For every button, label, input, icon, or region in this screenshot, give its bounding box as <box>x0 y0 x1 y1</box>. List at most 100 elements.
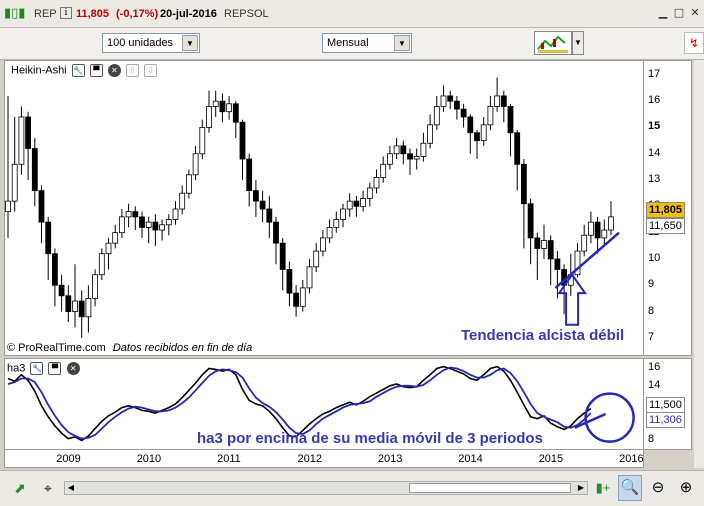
candle-up <box>159 224 166 231</box>
candle-down <box>25 116 32 149</box>
side-tool-icon[interactable]: ↯ <box>684 32 704 54</box>
move-down-icon: ⇩ <box>143 64 157 77</box>
period-select[interactable]: Mensual ▼ <box>322 33 412 53</box>
candle-up <box>601 229 608 239</box>
candle-down <box>279 242 286 270</box>
candle-up <box>5 200 11 213</box>
minimize-icon[interactable]: ▁ <box>658 6 668 19</box>
indicator-tick-label: 8 <box>648 433 655 446</box>
chart-add-icon[interactable]: ⬈ <box>14 480 26 496</box>
time-x-axis[interactable]: 2009 2010 2011 2012 2013 2014 2015 2016 <box>4 450 644 468</box>
symbol-label: REP <box>34 8 57 20</box>
scroll-left-arrow[interactable]: ◀ <box>67 483 75 492</box>
close-panel-icon[interactable]: ✕ <box>107 64 121 77</box>
candle-down <box>500 95 507 107</box>
heikin-ashi-chart <box>5 77 620 338</box>
candle-down <box>514 132 521 165</box>
zoom-out-icon[interactable]: ⊖ <box>651 479 665 496</box>
candle-up <box>366 187 373 199</box>
candle-down <box>45 221 52 255</box>
indicator-panel[interactable]: ha3 🔧 ▀ ✕ ha3 por encima de su media móv… <box>4 358 644 450</box>
candle-up <box>393 145 400 155</box>
last-price-box: 11,805 <box>646 202 686 219</box>
candle-down <box>252 190 259 202</box>
wrench-icon[interactable]: 🔧 <box>30 362 44 375</box>
title-bar: ▮▯▮ REP i 11,805 (-0,17%) 20-jul-2016 RE… <box>0 0 704 28</box>
candle-up <box>420 142 427 157</box>
candle-up <box>92 274 98 299</box>
window-icon[interactable]: ▀ <box>89 64 103 77</box>
close-panel-icon[interactable]: ✕ <box>66 362 80 375</box>
price-panel[interactable]: Heikin-Ashi 🔧 ▀ ✕ ⇧ ⇩ © ProRealTime.com … <box>4 60 644 356</box>
pointer-icon[interactable]: ⌖ <box>44 480 52 496</box>
candle-down <box>52 253 58 286</box>
candle-up <box>433 106 440 126</box>
candle-up <box>588 221 594 236</box>
close-icon[interactable]: ✕ <box>690 6 700 19</box>
chart-type-button[interactable] <box>534 31 572 55</box>
price-tick-label: 16 <box>648 94 661 107</box>
price-tick-label: 7 <box>648 330 655 343</box>
price-panel-header: Heikin-Ashi 🔧 ▀ ✕ ⇧ ⇩ <box>11 64 157 80</box>
candle-down <box>534 237 541 249</box>
candle-down <box>407 153 413 160</box>
indicator-tick-label: 14 <box>648 378 661 391</box>
chart-type-dropdown[interactable]: ▼ <box>572 31 584 55</box>
candle-up <box>226 103 233 113</box>
candle-up <box>105 242 112 255</box>
candle-up <box>313 250 320 268</box>
info-icon[interactable]: i <box>60 7 72 19</box>
candle-up <box>179 192 186 210</box>
candle-up <box>581 234 588 252</box>
zoom-in-icon[interactable]: ⊕ <box>679 479 693 496</box>
candle-down <box>527 203 534 239</box>
chevron-down-icon[interactable]: ▼ <box>394 35 410 51</box>
candle-down <box>139 216 145 228</box>
price-tick-label: 17 <box>648 67 661 80</box>
zoom-auto-icon[interactable]: 🔍 <box>618 475 642 501</box>
maximize-icon[interactable]: □ <box>673 6 685 19</box>
window-icon[interactable]: ▀ <box>48 362 62 375</box>
units-select-value: 100 unidades <box>107 37 174 49</box>
candle-down <box>594 221 601 239</box>
candle-down <box>38 190 45 223</box>
candle-up <box>608 216 614 231</box>
candle-down <box>460 108 467 118</box>
indicator-tick-label: 16 <box>648 360 661 373</box>
candle-up <box>185 174 192 194</box>
candle-up <box>206 106 212 128</box>
scroll-thumb[interactable] <box>409 483 571 493</box>
indicator-panel-title: ha3 <box>7 362 26 375</box>
trend-annotation: Tendencia alcista débil <box>461 327 625 344</box>
scroll-right-arrow[interactable]: ▶ <box>577 483 585 492</box>
candle-up <box>427 124 434 144</box>
trend-line <box>554 231 620 289</box>
candle-up <box>98 253 105 276</box>
candle-up <box>380 163 387 178</box>
chevron-down-icon[interactable]: ▼ <box>182 35 198 51</box>
x-tick-label: 2016 <box>619 453 644 465</box>
price-panel-title: Heikin-Ashi <box>11 64 67 77</box>
candle-up <box>574 250 581 276</box>
vertical-scrollbar[interactable] <box>694 60 704 468</box>
candle-down <box>521 163 527 205</box>
price-change: (-0,17%) <box>116 8 159 20</box>
candle-up <box>172 208 179 220</box>
x-tick-label: 2010 <box>136 453 162 465</box>
ha3-value-box: 11,500 <box>646 396 685 413</box>
add-indicator-icon[interactable]: ▮+ <box>595 480 611 495</box>
ma-value-box: 11,306 <box>646 411 685 428</box>
wrench-icon[interactable]: 🔧 <box>71 64 85 77</box>
candle-down <box>273 221 279 244</box>
date-label: 20-jul-2016 <box>160 8 217 20</box>
candle-up <box>145 221 152 228</box>
candle-down <box>132 211 139 218</box>
candle-up <box>72 300 78 312</box>
price-tick-label: 9 <box>648 278 655 291</box>
price-value: 11,805 <box>76 8 110 20</box>
units-select[interactable]: 100 unidades ▼ <box>102 33 200 53</box>
candle-up <box>480 124 487 142</box>
horizontal-scrollbar[interactable]: ◀ ▶ <box>64 481 588 495</box>
